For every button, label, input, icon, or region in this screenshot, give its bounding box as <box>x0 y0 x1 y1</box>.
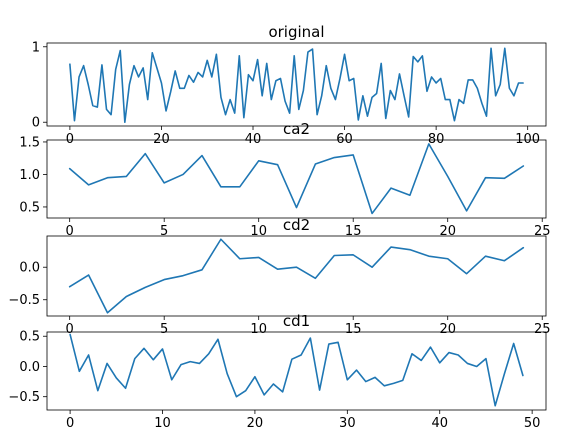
chart-title: ca2 <box>283 120 310 138</box>
axes-frame <box>46 42 547 127</box>
panel-original: original 0 20 40 60 80 100 0 1 <box>32 23 547 147</box>
x-tick-label: 0 <box>66 416 74 431</box>
x-tick-label: 20 <box>153 132 170 147</box>
chart-title: original <box>268 23 324 41</box>
axes-frame <box>46 139 547 219</box>
x-tick-label: 100 <box>515 132 540 147</box>
x-tick-label: 20 <box>439 322 456 337</box>
axes-frame <box>46 235 547 317</box>
x-tick-label: 10 <box>154 416 171 431</box>
x-tick-label: 0 <box>66 132 74 147</box>
x-tick-label: 5 <box>160 224 168 239</box>
panel-cd2: cd2 0 5 10 15 20 25 −0.5 0.0 <box>8 216 550 337</box>
x-tick-label: 50 <box>524 416 541 431</box>
y-tick-label: 0.5 <box>19 200 40 215</box>
y-tick-label: −0.5 <box>8 390 40 405</box>
y-tick-label: −0.5 <box>8 293 40 308</box>
x-tick-label: 0 <box>66 224 74 239</box>
x-tick-label: 80 <box>428 132 445 147</box>
x-tick-label: 30 <box>339 416 356 431</box>
chart-title: cd1 <box>283 312 310 330</box>
x-tick-label: 20 <box>247 416 264 431</box>
y-tick-label: 1.5 <box>19 135 40 150</box>
x-tick-label: 15 <box>345 224 362 239</box>
series-line <box>69 47 524 124</box>
y-tick-label: 0.0 <box>19 360 40 375</box>
x-tick-label: 20 <box>439 224 456 239</box>
x-tick-label: 15 <box>345 322 362 337</box>
y-tick-label: 1.0 <box>19 168 40 183</box>
y-tick-label: 0 <box>32 116 40 131</box>
x-tick-label: 40 <box>431 416 448 431</box>
x-tick-label: 40 <box>245 132 262 147</box>
x-tick-label: 5 <box>160 322 168 337</box>
x-tick-label: 10 <box>250 322 267 337</box>
y-tick-label: 0.5 <box>19 330 40 345</box>
x-tick-label: 25 <box>534 322 551 337</box>
panel-ca2: ca2 0 5 10 15 20 25 0.5 1.0 1.5 <box>19 120 550 239</box>
series-line <box>68 238 525 314</box>
y-tick-label: 0.0 <box>19 261 40 276</box>
x-tick-label: 60 <box>336 132 353 147</box>
x-tick-label: 10 <box>250 224 267 239</box>
series-line <box>68 143 525 215</box>
series-line <box>69 333 524 407</box>
x-tick-label: 0 <box>66 322 74 337</box>
axes-frame <box>46 331 547 411</box>
chart-title: cd2 <box>283 216 310 234</box>
y-tick-label: 1 <box>32 40 40 55</box>
x-tick-label: 25 <box>534 224 551 239</box>
